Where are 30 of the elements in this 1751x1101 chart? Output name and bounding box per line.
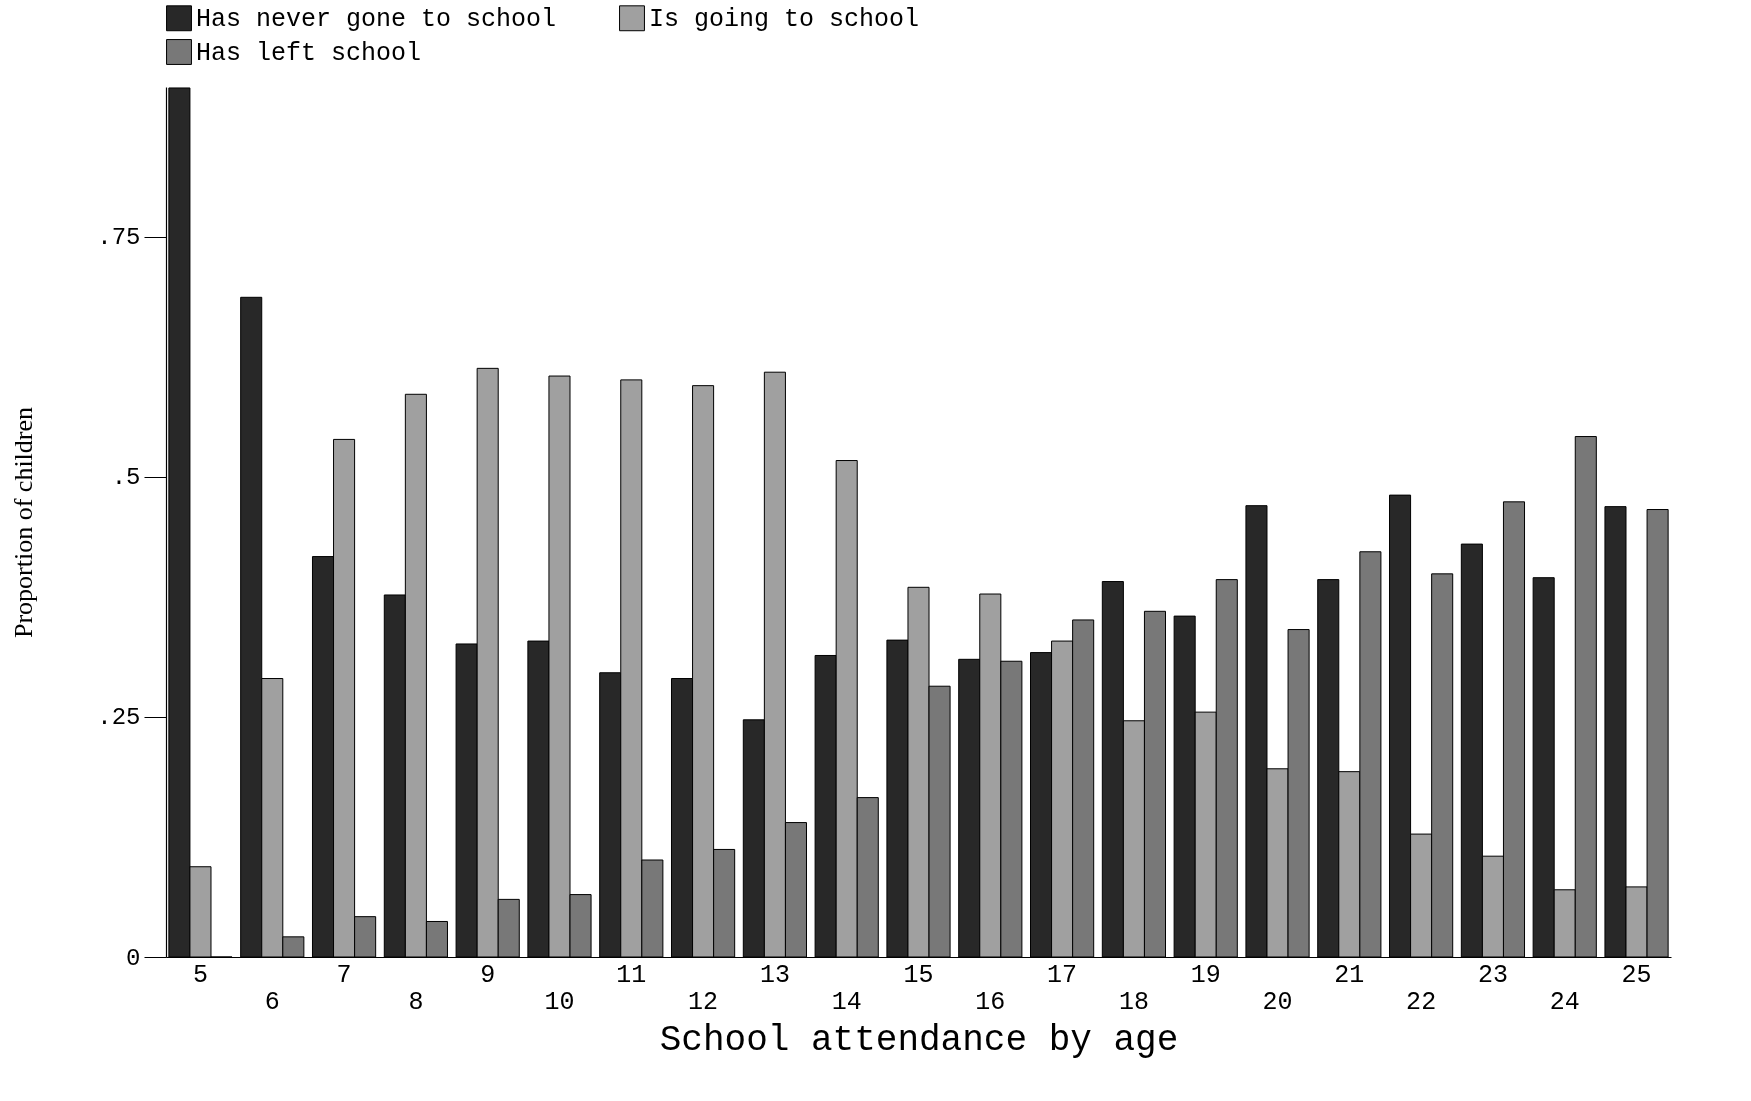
x-tick-label: 5	[192, 960, 208, 990]
x-tick-label: 16	[975, 987, 1006, 1017]
x-tick-label: 9	[480, 960, 496, 990]
legend-label: Has left school	[196, 39, 422, 68]
x-tick-label: 13	[759, 960, 790, 990]
x-tick-label: 15	[903, 960, 934, 990]
x-tick-label: 20	[1262, 987, 1293, 1017]
x-tick-label: 17	[1047, 960, 1078, 990]
y-tick-label: .25	[97, 704, 141, 732]
y-tick-label: .5	[111, 464, 141, 492]
x-tick-label: 18	[1118, 987, 1149, 1017]
x-tick-label: 8	[408, 987, 424, 1017]
x-tick-label: 23	[1477, 960, 1508, 990]
x-tick-label: 11	[616, 960, 647, 990]
x-tick-label: 12	[688, 987, 719, 1017]
x-tick-label: 6	[264, 987, 280, 1017]
x-tick-label: 10	[544, 987, 575, 1017]
legend-label: Has never gone to school	[196, 5, 557, 35]
y-axis-title: Proportion of children	[9, 406, 39, 639]
x-tick-label: 19	[1190, 960, 1221, 990]
x-axis-title: School attendance by age	[659, 1019, 1179, 1061]
x-tick-label: 14	[831, 987, 862, 1017]
y-tick-label: 0	[126, 944, 141, 972]
y-tick-label: .75	[97, 224, 141, 252]
x-tick-label: 22	[1406, 987, 1437, 1017]
x-tick-label: 21	[1334, 960, 1365, 990]
x-tick-label: 24	[1549, 987, 1580, 1017]
x-tick-label: 7	[336, 960, 352, 990]
x-tick-label: 25	[1621, 960, 1652, 990]
legend-label: Is going to school	[649, 5, 920, 35]
